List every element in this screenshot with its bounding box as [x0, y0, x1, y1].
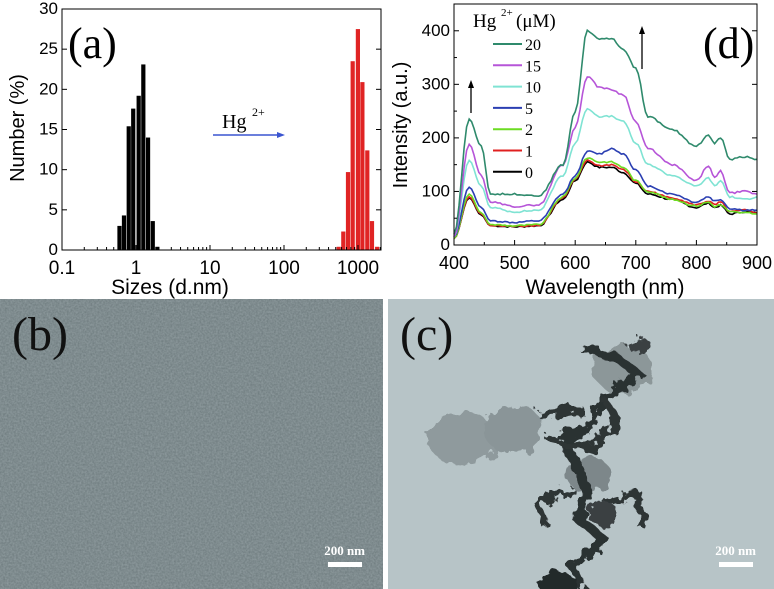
y-tick-label: 30	[39, 0, 58, 18]
y-tick-label: 0	[441, 235, 450, 254]
spectrum-line-10	[453, 107, 758, 238]
x-tick-label: 700	[621, 253, 651, 273]
legend-title-unit: (μM)	[516, 11, 556, 32]
x-tick-label: 1	[131, 258, 142, 279]
x-tick-label: 100	[268, 258, 300, 279]
legend-label-10: 10	[525, 80, 541, 97]
legend-label-2: 2	[525, 122, 533, 139]
bar-black	[155, 246, 160, 250]
y-tick-label: 400	[422, 21, 450, 40]
spectrum-line-5	[453, 147, 758, 238]
x-tick-label: 0.1	[49, 258, 75, 279]
x-tick-label: 500	[500, 253, 530, 273]
x-axis-label: Sizes (d.nm)	[111, 276, 229, 299]
bar-black	[126, 126, 131, 250]
spectrum-line-2	[453, 157, 758, 240]
y-tick-label: 15	[39, 120, 58, 139]
y-tick-label: 5	[49, 200, 58, 219]
scale-bar-c: 200 nm	[715, 543, 756, 567]
arrow-up-icon	[639, 26, 645, 34]
y-tick-label: 20	[39, 79, 58, 98]
bar-black	[141, 64, 146, 251]
bar-red	[345, 172, 351, 250]
bar-black	[150, 221, 155, 250]
hg-annotation: Hg	[222, 111, 246, 133]
tem-texture-b	[0, 299, 383, 589]
legend-title-sup: 2+	[501, 7, 513, 19]
x-tick-label: 400	[439, 253, 469, 273]
bar-black	[117, 225, 122, 250]
y-axis-label: Intensity (a.u.)	[390, 62, 412, 189]
y-tick-label: 200	[422, 128, 450, 147]
legend-label-15: 15	[525, 58, 541, 75]
bar-black	[136, 95, 141, 250]
scale-bar-label: 200 nm	[715, 543, 756, 558]
y-tick-label: 0	[49, 240, 58, 259]
legend-title: Hg	[473, 11, 497, 32]
tem-aggregate	[428, 336, 653, 589]
hg-arrow-head-icon	[277, 132, 285, 138]
bar-black	[131, 108, 136, 250]
x-tick-label: 800	[681, 253, 711, 273]
y-tick-label: 100	[422, 181, 450, 200]
bar-red	[336, 246, 341, 250]
panel-label-b: (b)	[12, 308, 68, 361]
panel-label-a: (a)	[68, 19, 117, 68]
x-tick-label: 10	[199, 258, 220, 279]
panel-label-d: (d)	[703, 19, 754, 68]
legend-label-20: 20	[525, 37, 541, 54]
x-tick-label: 1000	[337, 258, 379, 279]
chart-a-size-distribution: 0 5 10 15 20 25 30 0.1 1 10 100 1000 Sizes (d.nm) Num…	[7, 0, 382, 299]
x-tick-label: 900	[742, 253, 772, 273]
panel-label-c: (c)	[400, 308, 454, 361]
scale-bar-line	[327, 562, 362, 567]
scale-bar-b: 200 nm	[324, 543, 365, 567]
hg-annotation-sup: 2+	[252, 105, 265, 119]
y-tick-label: 300	[422, 74, 450, 93]
bar-black	[121, 215, 127, 250]
scale-bar-line	[718, 562, 753, 567]
y-axis-label: Number (%)	[7, 74, 29, 182]
y-tick-label: 10	[39, 160, 58, 179]
tem-image-c: (c) 200 nm	[388, 299, 774, 589]
legend-label-0: 0	[525, 165, 533, 182]
scale-bar-label: 200 nm	[324, 543, 365, 558]
bar-red	[355, 29, 360, 251]
legend-label-5: 5	[525, 101, 533, 118]
spectrum-line-20	[453, 28, 758, 235]
bar-red	[341, 231, 346, 250]
x-axis-label: Wavelength (nm)	[525, 276, 684, 299]
y-tick-label: 25	[39, 39, 58, 58]
spectrum-line-15	[453, 76, 758, 238]
bar-red	[365, 150, 370, 250]
tem-image-b: (b) 200 nm	[0, 299, 383, 589]
bar-red	[360, 82, 365, 250]
arrow-up-icon	[468, 80, 474, 88]
bar-black	[145, 137, 151, 250]
bar-red	[350, 61, 355, 250]
x-tick-label: 600	[560, 253, 590, 273]
bar-red	[369, 221, 375, 250]
legend-label-1: 1	[525, 144, 533, 161]
bar-red	[375, 246, 380, 250]
